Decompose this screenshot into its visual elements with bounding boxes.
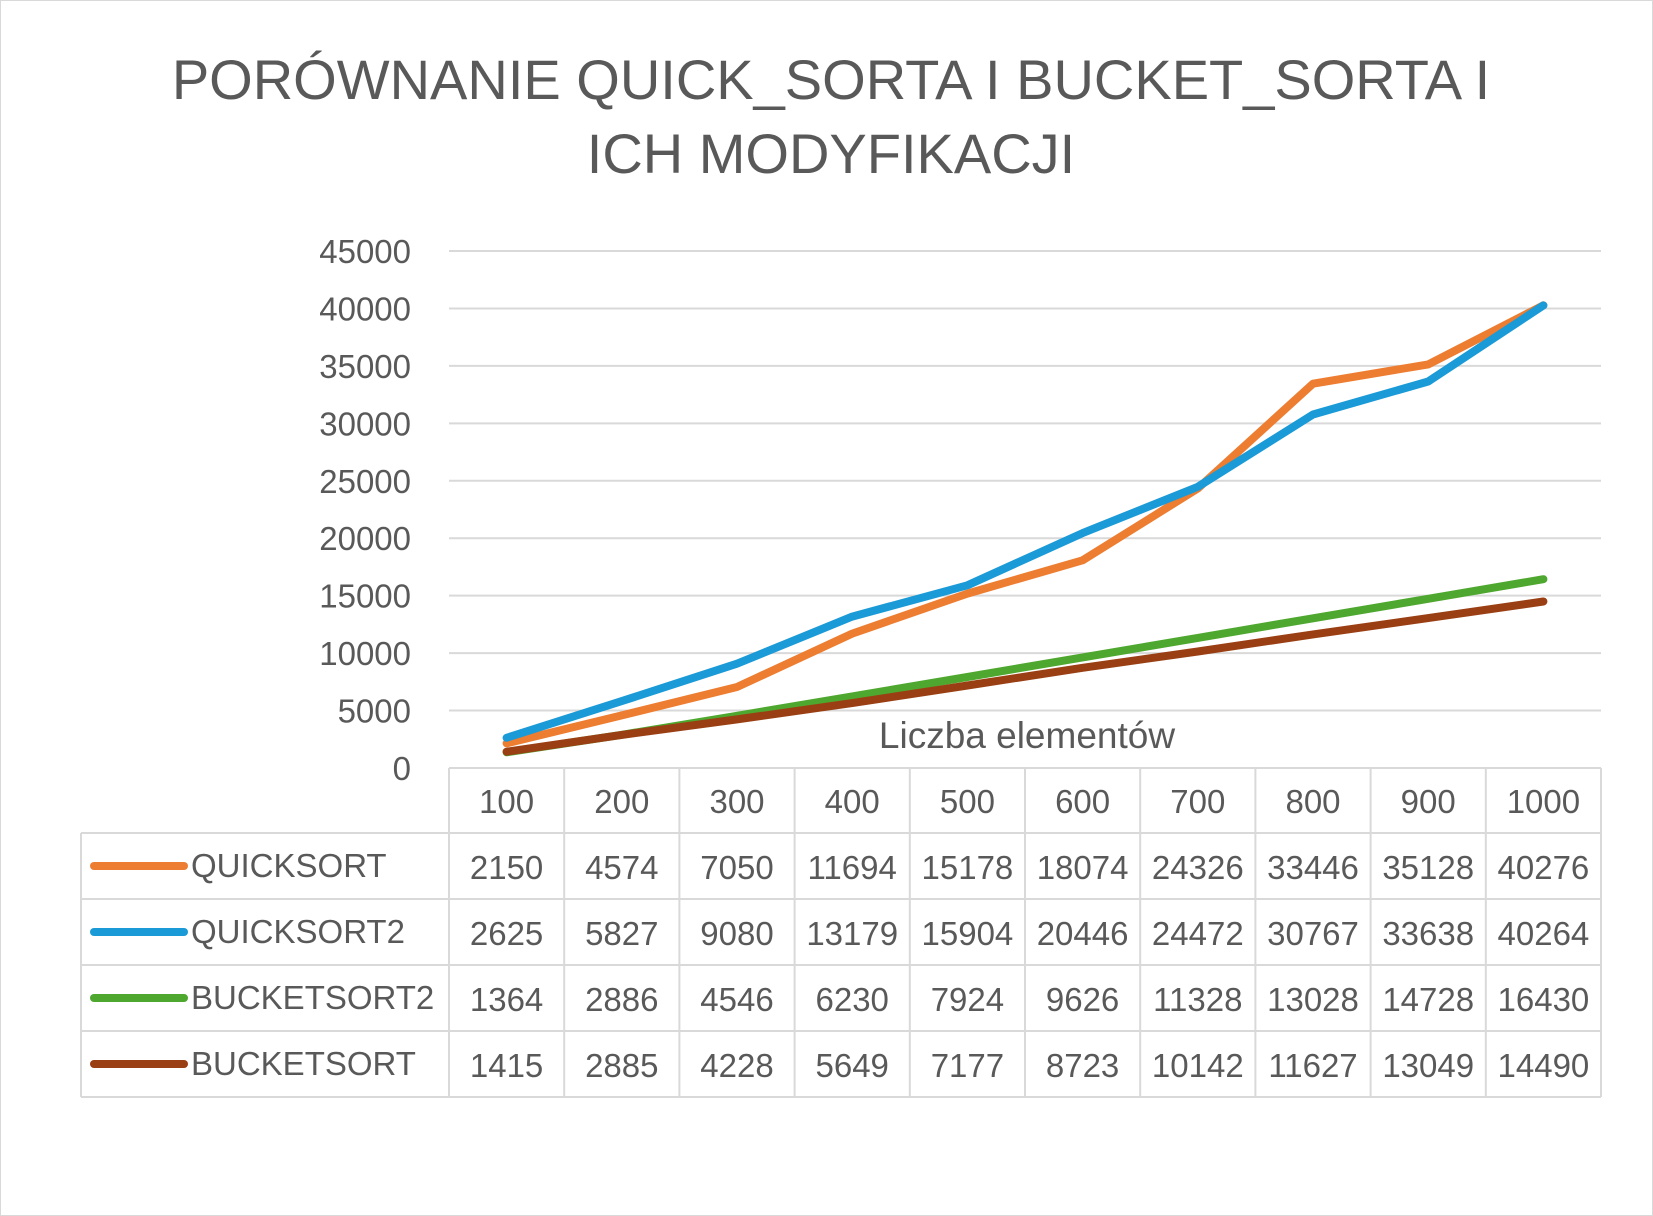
data-label: 4228 <box>700 1047 773 1084</box>
y-tick-label: 45000 <box>319 233 411 270</box>
x-category-label: 600 <box>1055 783 1110 820</box>
legend-label: QUICKSORT2 <box>191 913 405 950</box>
data-label: 8723 <box>1046 1047 1119 1084</box>
data-label: 15904 <box>922 915 1014 952</box>
y-tick-label: 25000 <box>319 463 411 500</box>
y-tick-label: 10000 <box>319 635 411 672</box>
x-category-label: 700 <box>1170 783 1225 820</box>
y-tick-label: 20000 <box>319 520 411 557</box>
data-label: 24472 <box>1152 915 1244 952</box>
y-tick-label: 40000 <box>319 290 411 327</box>
series-line-quicksort <box>502 301 1548 748</box>
x-category-label: 800 <box>1285 783 1340 820</box>
data-label: 14490 <box>1498 1047 1590 1084</box>
data-label: 16430 <box>1498 981 1590 1018</box>
data-label: 14728 <box>1382 981 1474 1018</box>
data-label: 5827 <box>585 915 658 952</box>
x-category-label: 900 <box>1401 783 1456 820</box>
x-category-label: 500 <box>940 783 995 820</box>
y-tick-label: 5000 <box>338 693 411 730</box>
legend-label: BUCKETSORT2 <box>191 979 434 1016</box>
data-label: 35128 <box>1382 849 1474 886</box>
x-category-label: 400 <box>825 783 880 820</box>
data-label: 4546 <box>700 981 773 1018</box>
y-tick-label: 30000 <box>319 405 411 442</box>
data-label: 9080 <box>700 915 773 952</box>
chart-title: PORÓWNANIE QUICK_SORTA I BUCKET_SORTA I … <box>171 48 1491 185</box>
data-label: 24326 <box>1152 849 1244 886</box>
data-label: 15178 <box>922 849 1014 886</box>
x-category-label: 300 <box>709 783 764 820</box>
x-category-label: 200 <box>594 783 649 820</box>
data-label: 1364 <box>470 981 543 1018</box>
data-label: 11328 <box>1153 981 1242 1018</box>
data-label: 33446 <box>1267 849 1359 886</box>
data-label: 11694 <box>808 849 897 886</box>
data-label: 13028 <box>1267 981 1359 1018</box>
data-label: 5649 <box>815 1047 888 1084</box>
data-label: 40264 <box>1498 915 1590 952</box>
data-label: 6230 <box>815 981 888 1018</box>
data-label: 13049 <box>1382 1047 1474 1084</box>
data-label: 2886 <box>585 981 658 1018</box>
data-label: 11627 <box>1268 1047 1357 1084</box>
data-label: 7177 <box>931 1047 1004 1084</box>
data-label: 40276 <box>1498 849 1590 886</box>
series-line-bucketsort <box>502 597 1548 756</box>
data-label: 2625 <box>470 915 543 952</box>
data-label: 7924 <box>931 981 1004 1018</box>
series-line-quicksort2 <box>502 301 1548 742</box>
legend-label: QUICKSORT <box>191 847 387 884</box>
x-category-label: 1000 <box>1507 783 1580 820</box>
data-label: 2885 <box>585 1047 658 1084</box>
data-label: 30767 <box>1267 915 1359 952</box>
data-label: 1415 <box>470 1047 543 1084</box>
data-label: 7050 <box>700 849 773 886</box>
x-category-label: 100 <box>479 783 534 820</box>
data-label: 4574 <box>585 849 658 886</box>
y-tick-label: 0 <box>393 750 411 787</box>
data-label: 10142 <box>1152 1047 1244 1084</box>
legend-label: BUCKETSORT <box>191 1045 416 1082</box>
x-axis-title: Liczba elementów <box>879 715 1175 756</box>
y-tick-label: 15000 <box>319 578 411 615</box>
data-label: 9626 <box>1046 981 1119 1018</box>
data-label: 20446 <box>1037 915 1129 952</box>
data-label: 18074 <box>1037 849 1129 886</box>
data-label: 13179 <box>806 915 898 952</box>
y-tick-label: 35000 <box>319 348 411 385</box>
data-label: 2150 <box>470 849 543 886</box>
data-label: 33638 <box>1382 915 1474 952</box>
